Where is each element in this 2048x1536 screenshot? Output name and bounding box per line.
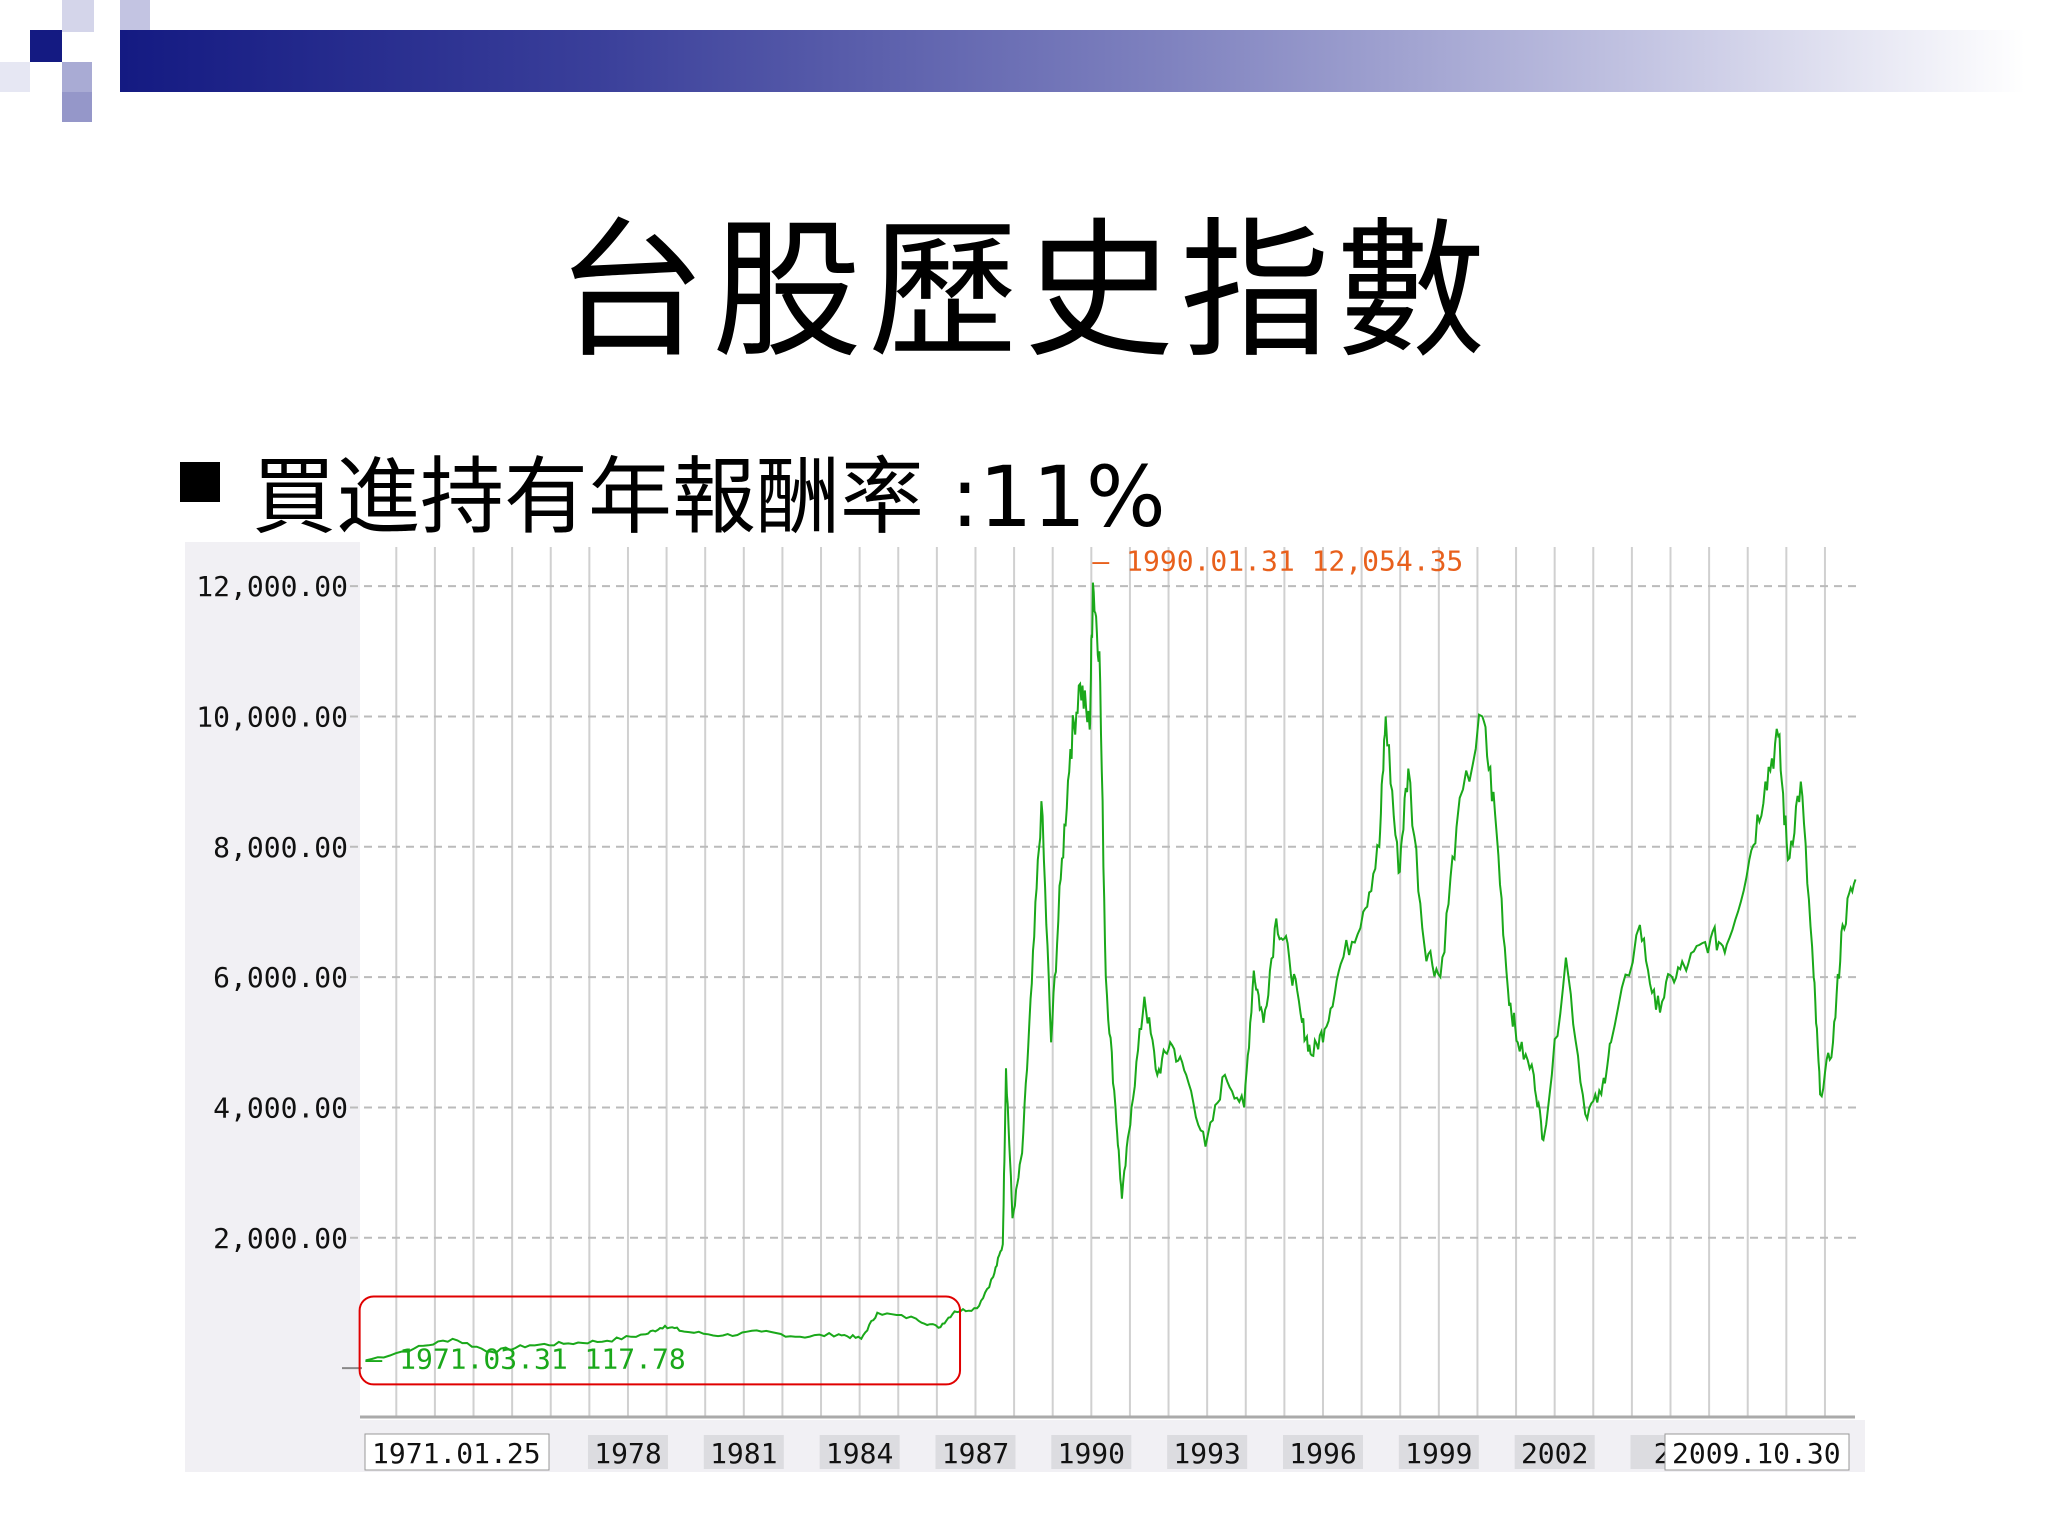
chart-container: 12,000.00 10,000.00 8,000.00 6,000.00 4,000.… xyxy=(185,542,1865,1476)
start-annotation-value: 117.78 xyxy=(585,1342,686,1375)
range-end-label: 2009.10.30 xyxy=(1672,1437,1841,1470)
y-tick-label: 6,000.00 xyxy=(213,961,348,994)
peak-annotation-gap xyxy=(1295,545,1312,578)
peak-annotation-value: 12,054.35 xyxy=(1312,545,1464,578)
chart-canvas xyxy=(185,542,1865,1472)
start-annotation-date: 1971.03.31 xyxy=(399,1342,568,1375)
bullet-text: 買進持有年報酬率 :11% xyxy=(252,448,1166,546)
start-annotation: — 1971.03.31 117.78 xyxy=(365,1342,685,1375)
header-square-light xyxy=(62,0,94,32)
x-tick-box xyxy=(1167,1435,1248,1469)
peak-annotation-date: 1990.01.31 xyxy=(1126,545,1295,578)
header-square-mid xyxy=(62,92,92,122)
y-axis-panel xyxy=(185,542,360,1472)
index-series-line xyxy=(365,582,1857,1362)
stock-index-chart: 12,000.00 10,000.00 8,000.00 6,000.00 4,000.… xyxy=(185,542,1865,1472)
x-tick-box xyxy=(935,1435,1016,1469)
y-tick-label: 8,000.00 xyxy=(213,831,348,864)
start-annotation-dash: — xyxy=(365,1342,399,1375)
x-tick-label: 1978 xyxy=(594,1437,661,1470)
start-annotation-gap xyxy=(568,1342,585,1375)
y-tick-label: 2,000.00 xyxy=(213,1222,348,1255)
x-tick-box xyxy=(703,1435,784,1469)
header-square-light xyxy=(120,0,150,30)
x-tick-label: 1993 xyxy=(1173,1437,1240,1470)
header-gradient-bar xyxy=(120,30,2025,92)
x-tick-box xyxy=(587,1435,668,1469)
peak-annotation-dash: — xyxy=(1092,545,1126,578)
x-tick-box xyxy=(1282,1435,1363,1469)
y-tick-label: 12,000.00 xyxy=(196,570,348,603)
x-tick-label: 1990 xyxy=(1058,1437,1125,1470)
bullet-square-icon xyxy=(180,462,220,502)
page-title: 台股歷史指數 xyxy=(555,205,1492,379)
x-tick-label: 2002 xyxy=(1521,1437,1588,1470)
range-start-box xyxy=(364,1433,550,1471)
y-tick-label: 4,000.00 xyxy=(213,1091,348,1124)
header-square-light xyxy=(0,62,30,92)
peak-annotation: — 1990.01.31 12,054.35 xyxy=(1092,545,1463,578)
header-square-dark xyxy=(30,30,62,62)
x-tick-label: 1996 xyxy=(1289,1437,1356,1470)
x-tick-box xyxy=(1514,1435,1595,1469)
x-tick-label: 1999 xyxy=(1405,1437,1472,1470)
range-start-label: 1971.01.25 xyxy=(372,1437,541,1470)
x-tick-box xyxy=(1398,1435,1479,1469)
x-tick-box xyxy=(819,1435,900,1469)
y-tick-label: 10,000.00 xyxy=(196,700,348,733)
x-tick-label: 1984 xyxy=(826,1437,893,1470)
x-tick-box xyxy=(1051,1435,1132,1469)
highlight-box xyxy=(358,1295,962,1386)
header-square-mid xyxy=(62,62,92,92)
x-tick-label: 1981 xyxy=(710,1437,777,1470)
x-tick-label: 1987 xyxy=(942,1437,1009,1470)
range-end-box xyxy=(1664,1433,1850,1471)
